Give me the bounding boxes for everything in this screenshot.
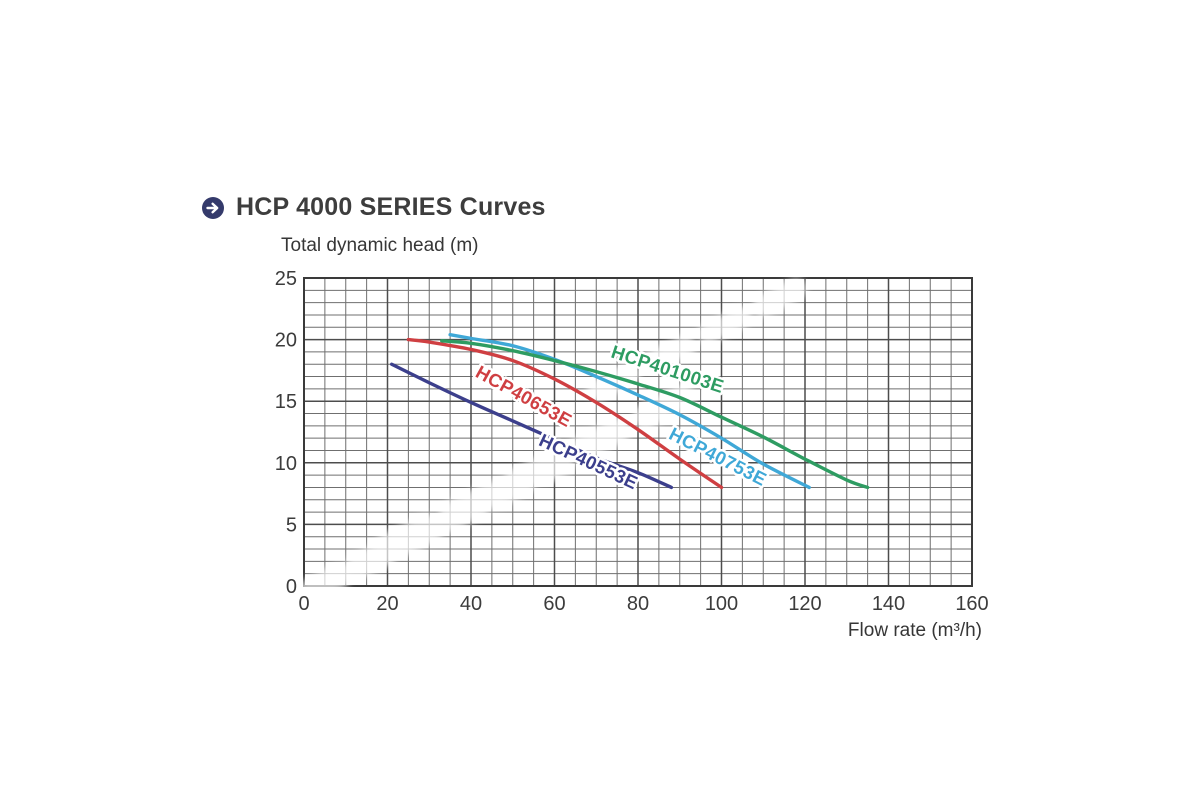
chart-title: HCP 4000 SERIES Curves bbox=[236, 193, 546, 221]
y-axis-title: Total dynamic head (m) bbox=[281, 235, 479, 256]
y-tick-label: 20 bbox=[275, 330, 297, 352]
arrow-right-circle-glyph bbox=[202, 196, 224, 219]
chart-title-row: HCP 4000 SERIES Curves bbox=[202, 193, 546, 222]
x-tick-label: 60 bbox=[543, 593, 565, 615]
watermark-streak bbox=[375, 375, 715, 559]
x-tick-label: 80 bbox=[627, 593, 649, 615]
y-tick-label: 25 bbox=[275, 268, 297, 290]
curve-HCP40753E bbox=[448, 332, 811, 490]
y-tick-label: 5 bbox=[286, 514, 297, 536]
x-tick-label: 40 bbox=[460, 593, 482, 615]
watermark bbox=[299, 275, 813, 603]
curve-HCP401003E bbox=[440, 339, 870, 490]
curve-HCP40653E bbox=[406, 337, 724, 490]
curve-HCP40553E bbox=[389, 362, 674, 490]
x-tick-label: 120 bbox=[788, 593, 821, 615]
x-tick-label: 0 bbox=[298, 593, 309, 615]
y-tick-label: 10 bbox=[275, 453, 297, 475]
tick-labels: 0 20 40 60 80 100 120 140 160 0 5 10 15 20 25 bbox=[275, 268, 989, 615]
x-tick-label: 20 bbox=[376, 593, 398, 615]
x-tick-label: 100 bbox=[705, 593, 738, 615]
curves bbox=[389, 332, 870, 490]
x-axis-title: Flow rate (m³/h) bbox=[847, 620, 982, 641]
curve-label-HCP40653E: HCP40653E bbox=[472, 361, 575, 431]
x-tick-label: 160 bbox=[955, 593, 988, 615]
grid bbox=[303, 277, 973, 587]
y-tick-label: 0 bbox=[286, 576, 297, 598]
y-tick-label: 15 bbox=[275, 391, 297, 413]
watermark-streak bbox=[587, 275, 813, 401]
x-tick-label: 140 bbox=[872, 593, 905, 615]
arrow-right-circle-icon bbox=[202, 196, 224, 219]
plot-border bbox=[303, 277, 973, 587]
